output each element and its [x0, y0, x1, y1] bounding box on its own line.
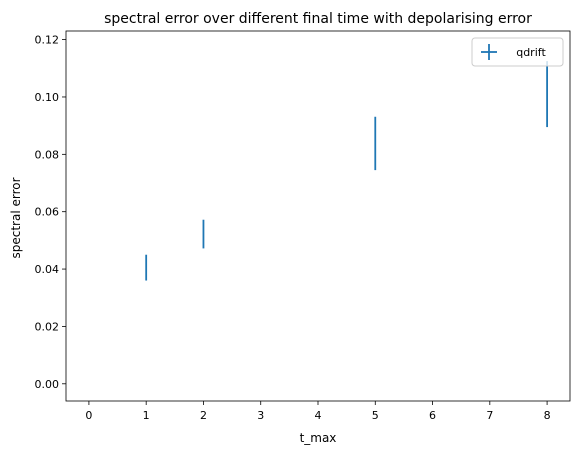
- legend: qdrift: [471, 37, 564, 67]
- legend-box: [471, 37, 564, 67]
- y-tick-label: 0.04: [35, 263, 60, 276]
- y-tick-label: 0.12: [35, 34, 60, 47]
- x-tick-label: 1: [143, 409, 150, 422]
- y-tick-label: 0.00: [35, 378, 60, 391]
- legend-label: qdrift: [516, 46, 546, 59]
- chart-title: spectral error over different final time…: [104, 11, 532, 27]
- y-tick-label: 0.02: [35, 320, 60, 333]
- y-tick-label: 0.08: [35, 148, 60, 161]
- y-tick-label: 0.06: [35, 206, 60, 219]
- plot-area: 0 1 2 3 4 5 6 7 8 0.00 0.02 0.04 0.06 0.08 0.10 0.12 qdr…: [35, 30, 571, 422]
- y-axis-label: spectral error: [9, 177, 23, 258]
- x-axis-label: t_max: [300, 431, 337, 445]
- x-tick-label: 2: [200, 409, 207, 422]
- x-tick-label: 5: [372, 409, 379, 422]
- x-tick-label: 8: [544, 409, 551, 422]
- x-tick-label: 0: [85, 409, 92, 422]
- x-tick-label: 4: [315, 409, 322, 422]
- x-tick-label: 7: [486, 409, 493, 422]
- x-tick-label: 3: [257, 409, 264, 422]
- x-tick-label: 6: [429, 409, 436, 422]
- y-tick-label: 0.10: [35, 91, 60, 104]
